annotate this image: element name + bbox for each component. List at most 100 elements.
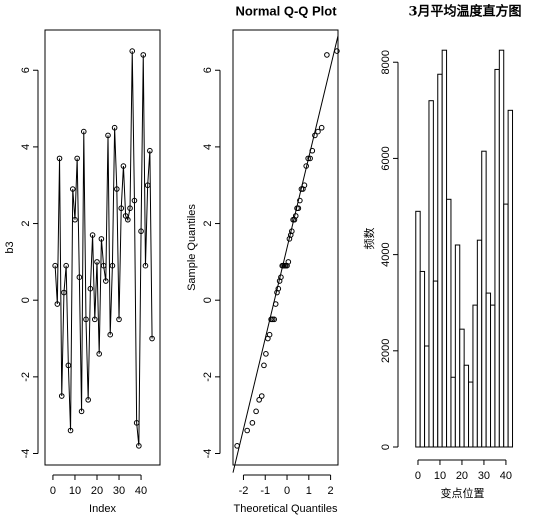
x-tick-label: 30	[478, 470, 490, 482]
x-tick-label: 30	[113, 485, 125, 497]
data-point	[91, 316, 98, 323]
data-point	[76, 274, 83, 281]
data-point	[138, 228, 144, 235]
data-point	[131, 197, 138, 204]
bar	[441, 49, 448, 448]
data-point	[120, 163, 127, 169]
data-point	[83, 316, 89, 323]
x-tick-label: 40	[135, 485, 147, 497]
data-point	[98, 236, 105, 242]
y-tick-label: 6	[202, 67, 214, 73]
data-point	[297, 197, 303, 204]
bar	[498, 49, 505, 448]
y-tick-label: 8000	[380, 50, 392, 74]
y-tick-label: 0	[380, 444, 392, 450]
data-point	[80, 128, 87, 135]
bar	[454, 244, 461, 448]
x-tick-label: 10	[434, 470, 446, 482]
data-point	[261, 362, 267, 369]
x-tick-label: 10	[69, 485, 81, 497]
data-point	[109, 262, 116, 269]
data-point	[111, 124, 118, 131]
data-point	[69, 186, 76, 192]
data-point	[100, 262, 107, 269]
y-axis-label: b3	[4, 241, 16, 253]
y-tick-label: 4	[202, 144, 214, 150]
x-axis-label: Index	[89, 503, 116, 515]
bar	[468, 381, 474, 448]
data-point	[107, 331, 114, 338]
data-point	[140, 52, 147, 58]
data-point	[136, 443, 142, 449]
data-point	[125, 216, 131, 223]
data-point	[307, 155, 313, 162]
data-point	[275, 285, 282, 292]
bar	[476, 239, 483, 448]
data-point	[103, 278, 109, 284]
data-point	[118, 205, 125, 212]
bar	[437, 73, 443, 448]
data-point	[114, 186, 120, 192]
y-tick-label: 0	[202, 297, 214, 303]
data-point	[96, 351, 102, 357]
y-tick-label: -2	[20, 372, 32, 382]
data-point	[318, 124, 325, 131]
bar	[424, 345, 430, 448]
y-tick-label: -4	[202, 449, 214, 459]
bar	[428, 100, 434, 448]
data-point	[144, 182, 151, 189]
data-point	[63, 262, 69, 269]
data-point	[271, 316, 277, 323]
data-point	[129, 48, 136, 54]
data-point	[127, 205, 133, 212]
y-tick-label: -2	[202, 372, 214, 382]
bar	[419, 270, 426, 448]
data-point	[253, 408, 259, 415]
x-tick-label: -1	[260, 485, 270, 497]
data-point	[244, 427, 250, 434]
data-point	[249, 420, 256, 426]
bar	[507, 109, 514, 448]
y-tick-label: 4000	[380, 242, 392, 266]
data-point	[72, 216, 78, 223]
y-tick-label: 0	[20, 297, 32, 303]
bar	[415, 210, 421, 448]
data-point	[87, 285, 94, 292]
x-axis-label: Theoretical Quantiles	[234, 503, 338, 515]
bar	[446, 198, 452, 448]
data-point	[89, 232, 96, 238]
data-point	[256, 397, 262, 403]
y-axis-label: Sample Quantiles	[186, 204, 198, 291]
bar	[481, 150, 487, 448]
data-point	[67, 427, 74, 434]
bar	[485, 292, 492, 448]
data-point	[94, 259, 100, 265]
plot-frame	[44, 29, 161, 466]
data-point	[54, 301, 61, 307]
data-point	[263, 351, 269, 357]
bar	[472, 304, 478, 448]
x-tick-label: 1	[306, 485, 312, 497]
data-point	[58, 393, 65, 399]
y-tick-label: 2	[202, 220, 214, 226]
data-point	[147, 147, 153, 154]
chart-title: 3月平均温度直方图	[408, 4, 521, 20]
data-point	[285, 259, 292, 265]
data-point	[105, 132, 111, 139]
data-line	[54, 51, 153, 446]
data-point	[78, 408, 85, 415]
data-point	[258, 393, 265, 399]
x-tick-label: 0	[284, 485, 290, 497]
x-tick-label: 0	[415, 470, 421, 482]
x-tick-label: -2	[239, 485, 249, 497]
data-point	[149, 335, 155, 342]
x-axis-label: 变点位置	[441, 486, 485, 500]
x-tick-label: 2	[328, 485, 334, 497]
data-point	[85, 397, 91, 403]
y-tick-label: 2	[20, 220, 32, 226]
y-axis-label: 频数	[362, 228, 376, 250]
data-point	[315, 128, 321, 135]
data-point	[334, 48, 340, 54]
bar	[463, 364, 470, 448]
